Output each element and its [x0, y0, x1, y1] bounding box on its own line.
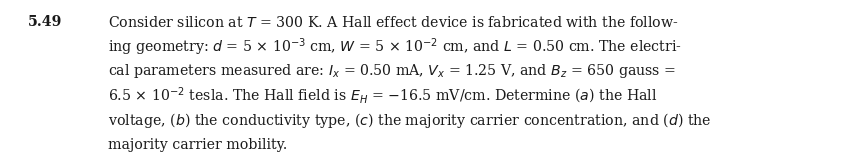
Text: cal parameters measured are: $I_x$ = 0.50 mA, $V_x$ = 1.25 V, and $B_z$ = 650 ga: cal parameters measured are: $I_x$ = 0.5… [108, 62, 675, 80]
Text: voltage, ($b$) the conductivity type, ($c$) the majority carrier concentration, : voltage, ($b$) the conductivity type, ($… [108, 111, 711, 130]
Text: ing geometry: $d$ = 5 $\times$ 10$^{-3}$ cm, $W$ = 5 $\times$ 10$^{-2}$ cm, and : ing geometry: $d$ = 5 $\times$ 10$^{-3}$… [108, 36, 681, 58]
Text: majority carrier mobility.: majority carrier mobility. [108, 138, 287, 152]
Text: 5.49: 5.49 [28, 15, 62, 29]
Text: 6.5 $\times$ 10$^{-2}$ tesla. The Hall field is $E_H$ = $-$16.5 mV/cm. Determine: 6.5 $\times$ 10$^{-2}$ tesla. The Hall f… [108, 86, 657, 106]
Text: Consider silicon at $T$ = 300 K. A Hall effect device is fabricated with the fol: Consider silicon at $T$ = 300 K. A Hall … [108, 15, 678, 30]
